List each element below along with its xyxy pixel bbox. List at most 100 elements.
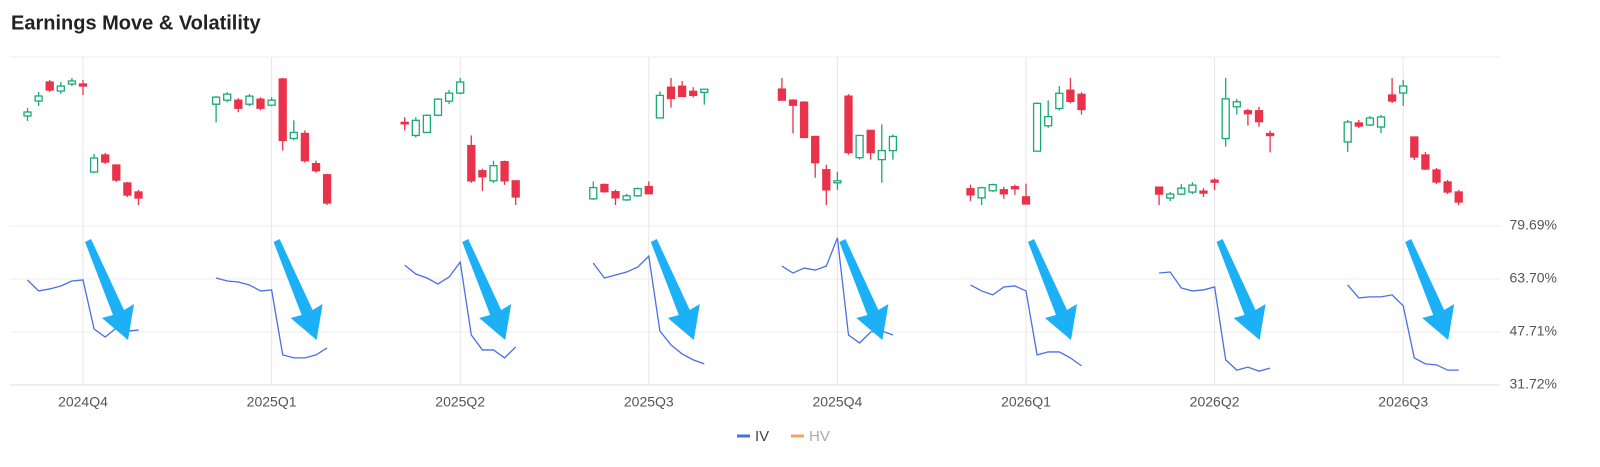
candle-body — [478, 170, 487, 178]
annotation-arrow — [462, 239, 512, 340]
candle-body — [600, 183, 609, 193]
candle-body — [1243, 110, 1253, 115]
candle-body — [278, 78, 287, 142]
candle-body — [1387, 94, 1397, 102]
candle-body — [234, 99, 243, 109]
candle-body — [1010, 186, 1020, 190]
x-tick-label: 2025Q4 — [812, 394, 862, 410]
candle-body — [300, 132, 310, 162]
candle-body — [1055, 92, 1064, 110]
candle-body — [655, 94, 665, 119]
candle-body — [1399, 85, 1408, 94]
candle-body — [811, 135, 820, 164]
candle-body — [311, 163, 321, 172]
candle-body — [1343, 121, 1352, 143]
candle-body — [844, 95, 853, 154]
candle-body — [1265, 132, 1275, 137]
candle-body — [23, 111, 32, 117]
candle-body — [1376, 116, 1386, 128]
candle-body — [1188, 184, 1197, 193]
legend-label[interactable]: HV — [809, 428, 830, 445]
candle-body — [456, 81, 465, 94]
candle-body — [788, 99, 798, 106]
candle-body — [1365, 117, 1375, 126]
iv-line — [215, 277, 328, 359]
annotation-arrow — [85, 239, 134, 340]
candle-body — [101, 154, 110, 163]
annotation-arrow — [1028, 239, 1077, 340]
candle-body — [999, 189, 1008, 195]
annotation-arrow — [1216, 239, 1266, 340]
candle-body — [1199, 190, 1208, 194]
candle-body — [112, 164, 121, 181]
candle-body — [666, 86, 676, 100]
candle-body — [1232, 101, 1241, 108]
iv-line — [1159, 271, 1271, 372]
candle-body — [888, 135, 898, 152]
iv-line — [592, 254, 705, 365]
candle-body — [1032, 102, 1042, 152]
candle-body — [223, 93, 232, 101]
candle-body — [433, 98, 443, 116]
candle-body — [855, 134, 864, 159]
candle-body — [500, 161, 509, 182]
candle-body — [822, 169, 831, 191]
annotation-arrow — [1405, 239, 1455, 340]
candle-body — [866, 129, 875, 154]
y-tick-label: 63.70% — [1510, 270, 1557, 286]
candle-body — [78, 83, 88, 87]
candle-body — [1432, 169, 1441, 183]
candle-body — [34, 95, 43, 102]
x-tick-label: 2025Q3 — [624, 394, 674, 410]
annotation-arrow — [650, 239, 700, 340]
candle-body — [589, 186, 598, 200]
candle-body — [1154, 186, 1164, 195]
candle-body — [689, 90, 698, 97]
iv-line — [404, 260, 517, 359]
candle-body — [677, 85, 687, 98]
candle-body — [644, 185, 653, 195]
candle-body — [622, 195, 631, 201]
candle-body — [799, 101, 809, 139]
candle-body — [1354, 122, 1363, 127]
candle-body — [1077, 93, 1086, 111]
candle-body — [833, 180, 842, 184]
chart-title: Earnings Move & Volatility — [11, 12, 262, 34]
candle-body — [977, 187, 986, 199]
x-tick-label: 2026Q3 — [1378, 394, 1428, 410]
candle-body — [700, 88, 709, 93]
candle-body — [966, 188, 975, 196]
annotation-arrow — [839, 239, 889, 340]
candle-body — [1021, 196, 1031, 205]
candle-body — [289, 131, 298, 140]
candle-body — [1221, 98, 1230, 140]
candle-body — [511, 180, 520, 198]
x-tick-label: 2025Q2 — [435, 394, 485, 410]
candle-body — [1210, 179, 1219, 183]
candle-body — [267, 99, 276, 106]
annotation-arrow — [273, 239, 323, 340]
candle-body — [422, 114, 432, 134]
candle-body — [1254, 110, 1264, 123]
y-tick-label: 31.72% — [1510, 376, 1557, 392]
candle-body — [1066, 89, 1075, 103]
candle-body — [45, 81, 54, 91]
candle-body — [611, 191, 620, 199]
legend-label[interactable]: IV — [755, 428, 769, 445]
candle-body — [89, 157, 99, 173]
candle-body — [245, 95, 254, 105]
candle-body — [411, 119, 420, 137]
candle-body — [123, 182, 132, 196]
x-tick-label: 2024Q4 — [58, 394, 108, 410]
candle-body — [256, 98, 265, 109]
x-tick-label: 2026Q2 — [1190, 394, 1240, 410]
candle-body — [1166, 193, 1175, 199]
candle-body — [134, 191, 143, 199]
candle-body — [1044, 115, 1053, 127]
candle-body — [1410, 136, 1419, 158]
candle-body — [633, 187, 642, 197]
candle-body — [1177, 187, 1186, 195]
candle-body — [988, 184, 997, 192]
candle-body — [877, 149, 886, 161]
